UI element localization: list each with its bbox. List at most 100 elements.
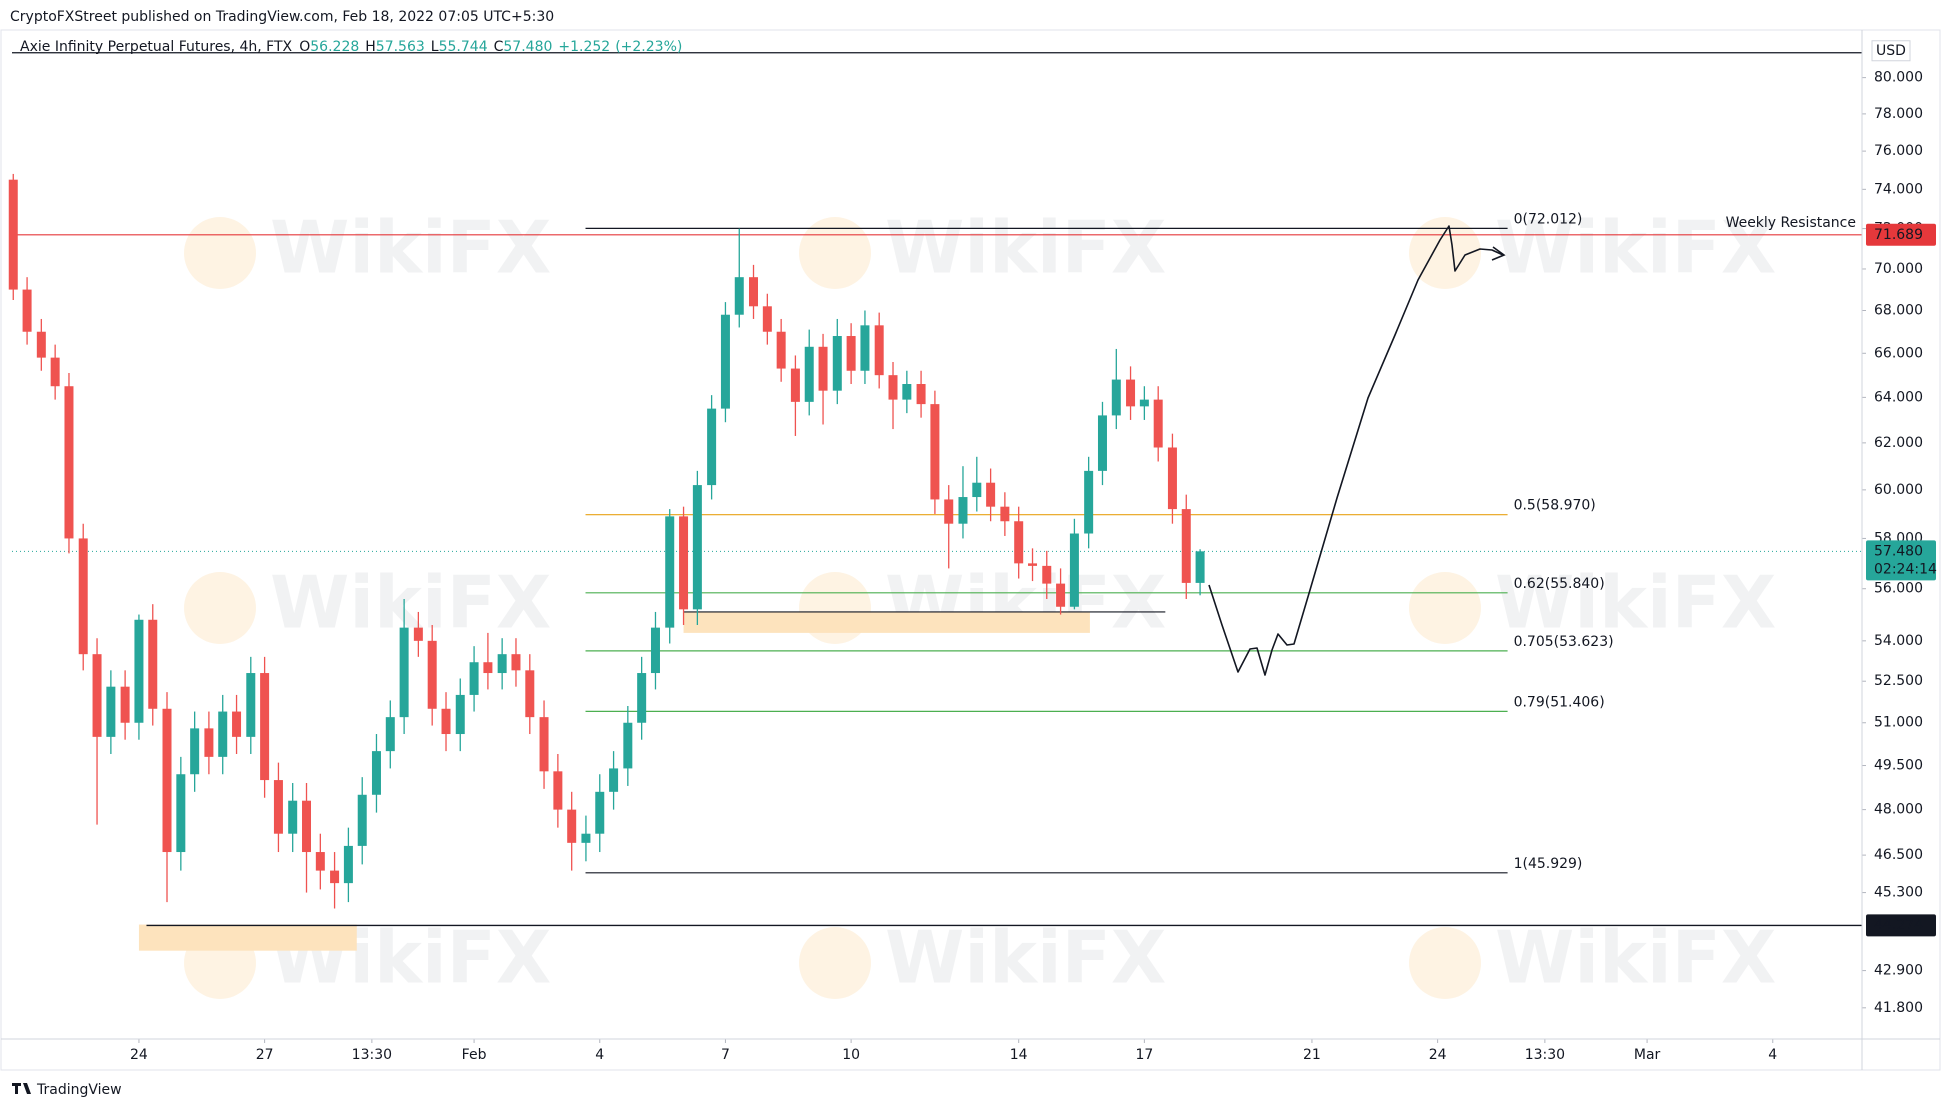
y-tick-label: 78.000 bbox=[1874, 106, 1923, 122]
fib-label: 0(72.012) bbox=[1514, 211, 1583, 227]
candle-body bbox=[483, 662, 493, 674]
candle-body bbox=[790, 368, 800, 402]
candle-body bbox=[497, 654, 507, 674]
y-tick-label: 62.000 bbox=[1874, 435, 1923, 451]
candle-body bbox=[8, 179, 18, 290]
y-tick-label: 41.800 bbox=[1874, 1000, 1923, 1016]
candle-body bbox=[288, 800, 298, 834]
resistance-value: 71.689 bbox=[1874, 227, 1923, 243]
watermark-logo bbox=[1409, 927, 1481, 999]
x-tick-label: 7 bbox=[721, 1047, 730, 1063]
watermark-logo bbox=[184, 217, 256, 289]
y-tick-label: 49.500 bbox=[1874, 758, 1923, 774]
candle-body bbox=[1084, 470, 1094, 534]
candle-body bbox=[1000, 506, 1010, 522]
candle-body bbox=[650, 627, 660, 674]
fib-label: 0.5(58.970) bbox=[1514, 498, 1596, 514]
candle-body bbox=[92, 654, 102, 737]
candle-body bbox=[120, 686, 130, 723]
projection-path bbox=[1208, 225, 1504, 676]
candle-body bbox=[106, 686, 116, 737]
candle-body bbox=[469, 662, 479, 695]
x-tick-label: Mar bbox=[1634, 1047, 1661, 1063]
candle-body bbox=[609, 768, 619, 792]
x-tick-label: 4 bbox=[595, 1047, 604, 1063]
tradingview-logo bbox=[12, 1083, 31, 1094]
candle-body bbox=[511, 654, 521, 671]
fib-label: 0.79(51.406) bbox=[1514, 694, 1605, 710]
candle-body bbox=[720, 314, 730, 409]
y-tick-label: 80.000 bbox=[1874, 70, 1923, 86]
resistance-box bbox=[1866, 223, 1936, 246]
watermark-logo bbox=[184, 572, 256, 644]
x-tick-label: 13:30 bbox=[352, 1047, 392, 1063]
candle-body bbox=[413, 627, 423, 641]
y-tick-label: 52.500 bbox=[1874, 673, 1923, 689]
projection-arrowhead bbox=[1491, 246, 1506, 261]
zone bbox=[683, 611, 1090, 633]
candle-body bbox=[134, 619, 144, 723]
y-tick-label: 64.000 bbox=[1874, 389, 1923, 405]
candle-body bbox=[302, 800, 312, 853]
currency: USD bbox=[1876, 43, 1906, 59]
y-tick-label: 74.000 bbox=[1874, 181, 1923, 197]
y-tick-label: 54.000 bbox=[1874, 633, 1923, 649]
candle-body bbox=[818, 346, 828, 391]
candle-body bbox=[804, 346, 814, 402]
y-tick-label: 56.000 bbox=[1874, 581, 1923, 597]
y-tick-label: 60.000 bbox=[1874, 482, 1923, 498]
symbol: Axie Infinity Perpetual Futures, 4h, FTX bbox=[20, 39, 293, 55]
candle-body bbox=[707, 408, 717, 486]
watermark-logo bbox=[799, 927, 871, 999]
candle-body bbox=[148, 619, 158, 709]
change: +1.252 bbox=[558, 39, 610, 55]
x-tick-label: 21 bbox=[1303, 1047, 1321, 1063]
watermark: WikiFX bbox=[270, 206, 551, 290]
candle-body bbox=[1167, 447, 1177, 510]
watermark: WikiFX bbox=[1495, 916, 1776, 1000]
support-box bbox=[1866, 914, 1936, 937]
candle-body bbox=[162, 708, 172, 853]
candle-body bbox=[343, 845, 353, 884]
fib-label: 0.62(55.840) bbox=[1514, 576, 1605, 592]
x-tick-label: 24 bbox=[1429, 1047, 1447, 1063]
watermark-logo bbox=[1409, 572, 1481, 644]
candle-body bbox=[399, 627, 409, 718]
candle-body bbox=[749, 277, 759, 307]
candle-body bbox=[1111, 379, 1121, 416]
candle-body bbox=[357, 794, 367, 846]
watermark: WikiFX bbox=[885, 916, 1166, 1000]
candle-body bbox=[1056, 583, 1066, 607]
mid-layer: 0(72.012) 0.5(58.970) 0.62(55.840) 0.705(53… bbox=[8, 52, 1862, 927]
candle-body bbox=[78, 538, 88, 655]
candle-body bbox=[1042, 565, 1052, 584]
candle-body bbox=[190, 728, 200, 775]
candle-body bbox=[692, 485, 702, 610]
candle-body bbox=[972, 482, 982, 498]
candle-body bbox=[455, 694, 465, 735]
candle-body bbox=[22, 289, 32, 332]
candle-body bbox=[874, 325, 884, 376]
candle-body bbox=[64, 386, 74, 539]
candle-body bbox=[776, 331, 786, 369]
candle-body bbox=[986, 482, 996, 507]
last-price-value: 57.480 bbox=[1874, 543, 1923, 559]
ohlc-key: H bbox=[365, 39, 376, 55]
watermark: WikiFX bbox=[270, 561, 551, 645]
candle-body bbox=[1126, 379, 1136, 407]
y-tick-label: 70.000 bbox=[1874, 261, 1923, 277]
y-tick-label: 66.000 bbox=[1874, 345, 1923, 361]
y-tick-label: 76.000 bbox=[1874, 143, 1923, 159]
candle-body bbox=[581, 833, 591, 843]
candle-body bbox=[539, 717, 549, 772]
front-layer: USD 71.689 44.274 57.480 02:24:14 bbox=[1866, 40, 1937, 937]
support-value: 44.274 bbox=[1874, 917, 1923, 933]
watermark: WikiFX bbox=[885, 206, 1166, 290]
y-tick-label: 46.500 bbox=[1874, 847, 1923, 863]
watermark: WikiFX bbox=[1495, 561, 1776, 645]
currency-box bbox=[1871, 40, 1911, 62]
candle-body bbox=[441, 708, 451, 735]
candle-body bbox=[679, 516, 689, 610]
candle-body bbox=[637, 673, 647, 723]
candle-body bbox=[1181, 509, 1191, 583]
